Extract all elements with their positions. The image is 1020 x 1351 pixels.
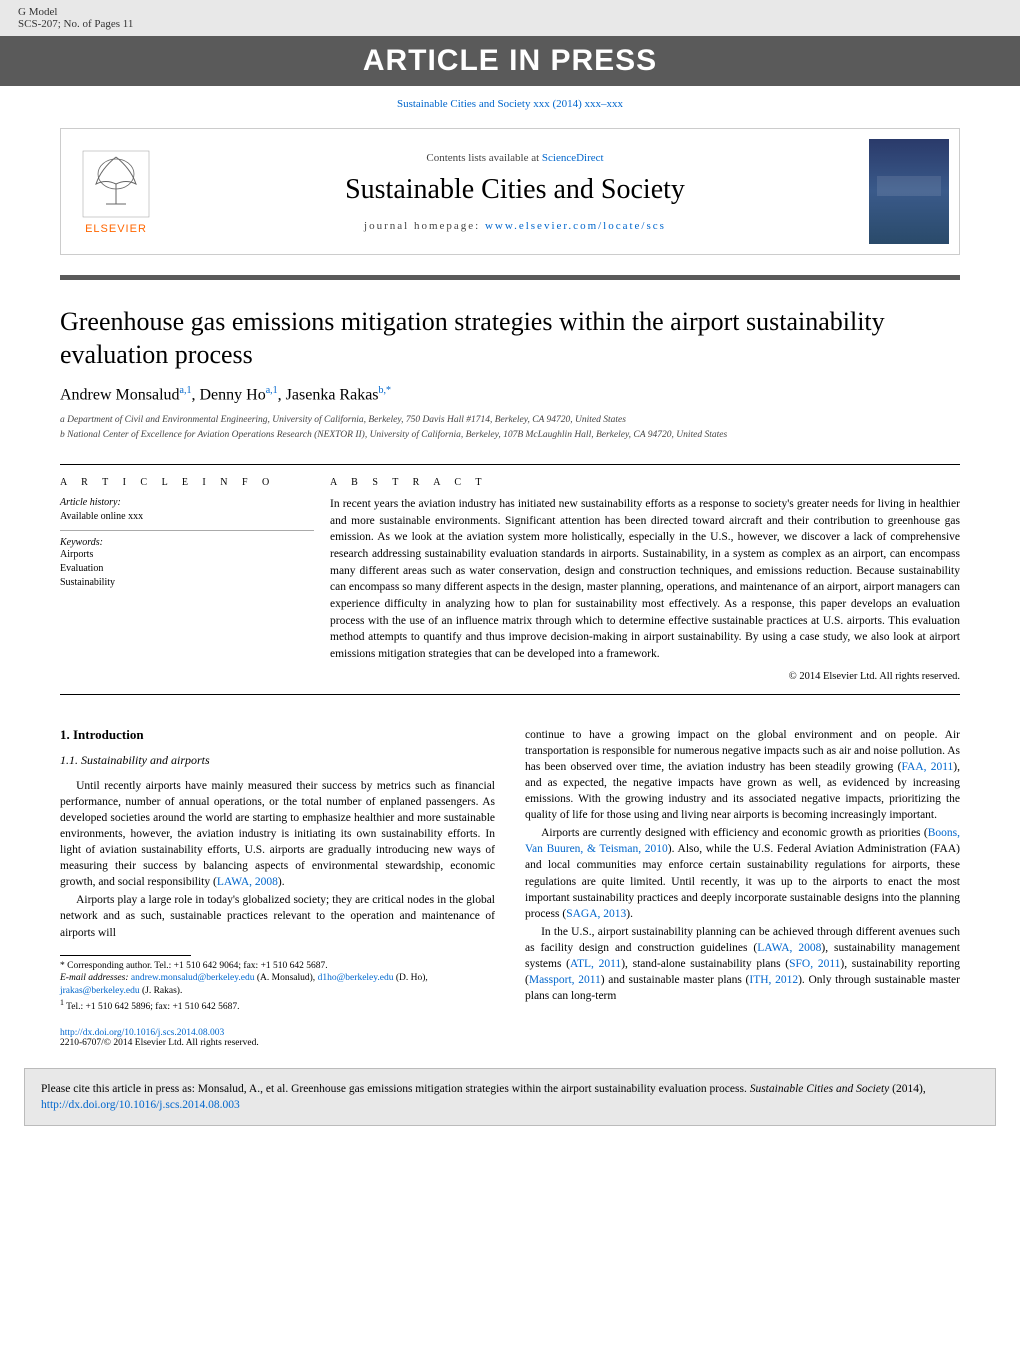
citation-top: Sustainable Cities and Society xxx (2014… [0,86,1020,122]
journal-cover-thumbnail[interactable] [869,139,949,244]
authors: Andrew Monsaluda,1, Denny Hoa,1, Jasenka… [60,385,960,404]
para-3: continue to have a growing impact on the… [525,727,960,824]
journal-name: Sustainable Cities and Society [171,174,859,206]
gmodel-bar: G Model SCS-207; No. of Pages 11 [0,0,1020,36]
author-3: Jasenka Rakas [286,386,379,403]
citation-top-text[interactable]: Sustainable Cities and Society xxx (2014… [397,98,623,110]
author-1-affil[interactable]: a,1 [180,385,192,396]
ref-atl-2011[interactable]: ATL, 2011 [570,958,621,970]
author-1: Andrew Monsalud [60,386,180,403]
gmodel-ref: SCS-207; No. of Pages 11 [18,18,133,30]
para-2: Airports play a large role in today's gl… [60,892,495,940]
article-title: Greenhouse gas emissions mitigation stra… [60,306,960,371]
ref-faa-2011[interactable]: FAA, 2011 [901,761,953,773]
keyword-3: Sustainability [60,576,314,590]
elsevier-logo[interactable]: ELSEVIER [61,139,171,245]
article-info-label: A R T I C L E I N F O [60,477,314,488]
para-1: Until recently airports have mainly meas… [60,778,495,891]
info-abstract-row: A R T I C L E I N F O Article history: A… [60,464,960,695]
footnote-rule [60,955,191,956]
section-1-heading: 1. Introduction [60,727,495,743]
abstract-copyright: © 2014 Elsevier Ltd. All rights reserved… [330,671,960,682]
author-2-affil[interactable]: a,1 [266,385,278,396]
left-column: 1. Introduction 1.1. Sustainability and … [60,727,495,1014]
para-4: Airports are currently designed with eff… [525,825,960,922]
para-5: In the U.S., airport sustainability plan… [525,924,960,1004]
journal-header-box: ELSEVIER Contents lists available at Sci… [60,128,960,255]
history-label: Article history: [60,496,314,510]
ref-sfo-2011[interactable]: SFO, 2011 [789,958,840,970]
elsevier-tree-icon [81,149,151,219]
ref-massport-2011[interactable]: Massport, 2011 [529,974,601,986]
footnote-corresponding: * Corresponding author. Tel.: +1 510 642… [60,960,495,973]
ref-lawa-2008-b[interactable]: LAWA, 2008 [757,942,821,954]
footnote-emails: E-mail addresses: andrew.monsalud@berkel… [60,972,495,998]
keyword-1: Airports [60,548,314,562]
affiliation-a: a Department of Civil and Environmental … [60,414,960,427]
abstract-text: In recent years the aviation industry ha… [330,496,960,663]
doi-block: http://dx.doi.org/10.1016/j.scs.2014.08.… [0,1024,1020,1062]
abstract-label: A B S T R A C T [330,477,960,488]
contents-line: Contents lists available at ScienceDirec… [171,152,859,164]
keyword-2: Evaluation [60,562,314,576]
doi-link[interactable]: http://dx.doi.org/10.1016/j.scs.2014.08.… [60,1028,224,1038]
keywords-label: Keywords: [60,537,314,548]
body-columns: 1. Introduction 1.1. Sustainability and … [0,707,1020,1024]
section-1-1-heading: 1.1. Sustainability and airports [60,753,495,768]
gmodel-label: G Model [18,6,133,18]
article-info-column: A R T I C L E I N F O Article history: A… [60,465,330,694]
email-3[interactable]: jrakas@berkeley.edu [60,986,140,996]
citebox-doi-link[interactable]: http://dx.doi.org/10.1016/j.scs.2014.08.… [41,1099,240,1111]
sciencedirect-link[interactable]: ScienceDirect [542,152,604,164]
history-value: Available online xxx [60,510,314,524]
rights-line: 2210-6707/© 2014 Elsevier Ltd. All right… [60,1038,960,1048]
ref-ith-2012[interactable]: ITH, 2012 [749,974,798,986]
cite-box: Please cite this article in press as: Mo… [24,1068,996,1126]
author-3-affil[interactable]: b,* [379,385,392,396]
author-2: Denny Ho [200,386,266,403]
press-banner: ARTICLE IN PRESS [0,36,1020,86]
email-2[interactable]: d1ho@berkeley.edu [318,973,394,983]
homepage-link[interactable]: www.elsevier.com/locate/scs [485,220,666,232]
homepage-line: journal homepage: www.elsevier.com/locat… [171,220,859,232]
ref-lawa-2008[interactable]: LAWA, 2008 [217,876,278,888]
email-1[interactable]: andrew.monsalud@berkeley.edu [131,973,255,983]
right-column: continue to have a growing impact on the… [525,727,960,1014]
elsevier-name: ELSEVIER [85,223,147,235]
footnote-tel: 1 1 Tel.: +1 510 642 5896; fax: +1 510 6… [60,998,495,1014]
affiliation-b: b National Center of Excellence for Avia… [60,429,960,442]
ref-saga-2013[interactable]: SAGA, 2013 [566,908,626,920]
abstract-column: A B S T R A C T In recent years the avia… [330,465,960,694]
